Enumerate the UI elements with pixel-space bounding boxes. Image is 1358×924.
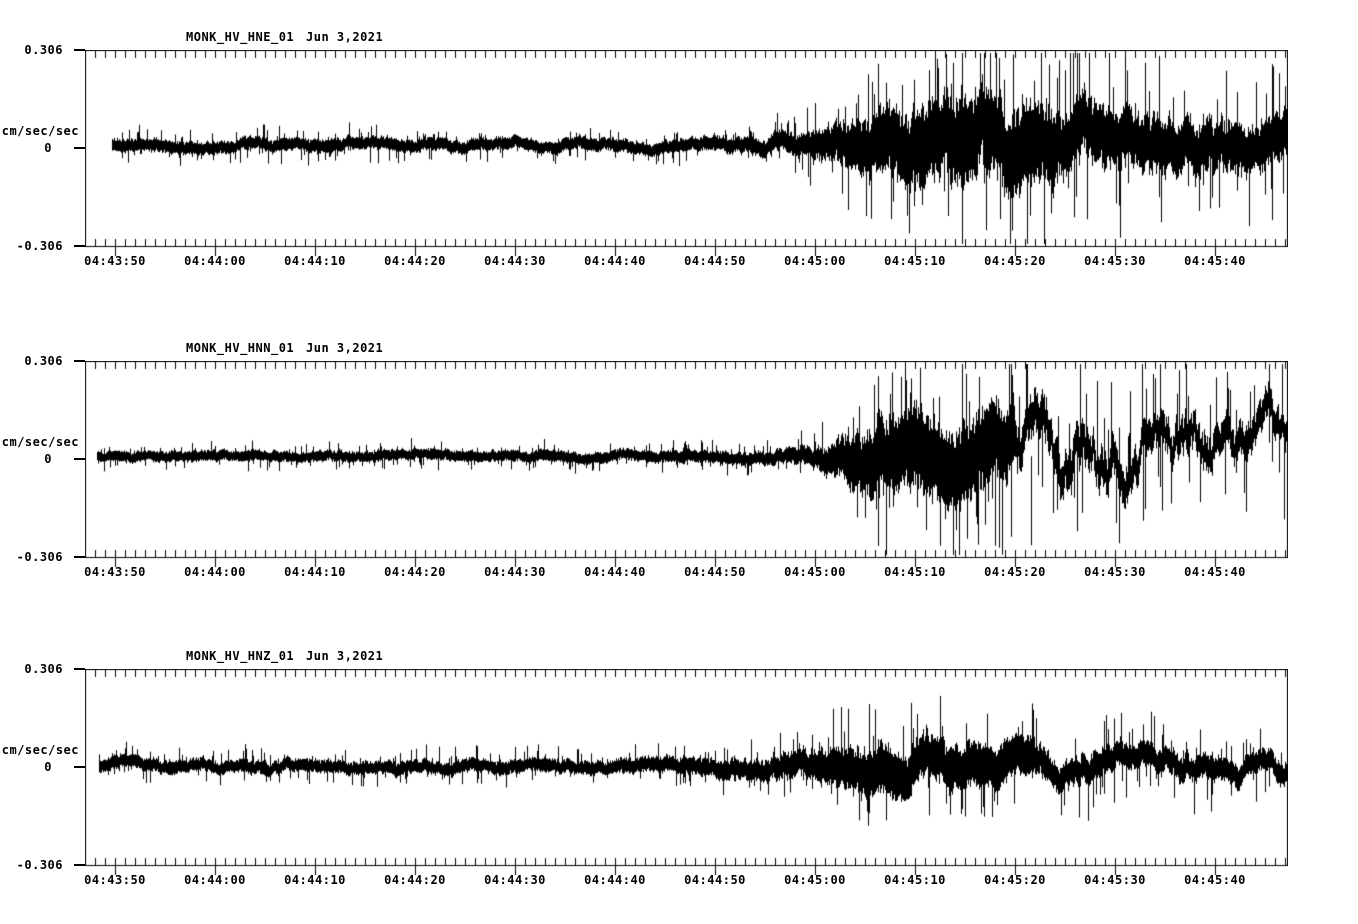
y-axis-tick [74,668,85,670]
y-axis-tick [74,245,85,247]
y-axis-zero-label: 0 [44,141,52,155]
x-tick-label: 04:44:10 [284,565,346,579]
y-axis-min-label: -0.306 [16,550,63,564]
x-tick-label: 04:44:50 [684,565,746,579]
x-tick-label: 04:44:30 [484,565,546,579]
x-tick-label: 04:45:40 [1184,254,1246,268]
x-tick-label: 04:45:20 [984,254,1046,268]
y-axis-zero-label: 0 [44,452,52,466]
y-axis-max-label: 0.306 [24,43,63,57]
x-tick-label: 04:45:10 [884,254,946,268]
x-tick-label: 04:45:30 [1084,873,1146,887]
waveform-canvas-hne [85,50,1288,259]
x-tick-label: 04:44:10 [284,254,346,268]
x-tick-label: 04:44:40 [584,565,646,579]
y-axis-tick [74,766,85,768]
x-tick-label: 04:44:40 [584,254,646,268]
x-tick-label: 04:45:20 [984,565,1046,579]
x-tick-label: 04:45:00 [784,565,846,579]
x-tick-label: 04:45:40 [1184,873,1246,887]
y-axis-tick [74,458,85,460]
seismogram-hne: MONK_HV_HNE_01 Jun 3,2021 0.306 cm/sec/s… [0,0,1358,300]
chart-title-station: MONK_HV_HNZ_01 [186,649,295,663]
x-tick-label: 04:44:00 [184,254,246,268]
x-tick-label: 04:45:20 [984,873,1046,887]
x-tick-label: 04:45:30 [1084,254,1146,268]
x-tick-label: 04:44:00 [184,873,246,887]
chart-title-date: Jun 3,2021 [306,341,384,355]
x-tick-label: 04:43:50 [84,873,146,887]
chart-title-date: Jun 3,2021 [306,30,384,44]
chart-title-station: MONK_HV_HNN_01 [186,341,295,355]
x-tick-label: 04:44:50 [684,254,746,268]
y-axis-tick [74,556,85,558]
y-axis-min-label: -0.306 [16,858,63,872]
x-tick-label: 04:44:20 [384,254,446,268]
chart-title-station: MONK_HV_HNE_01 [186,30,295,44]
y-axis-unit-label: cm/sec/sec [1,124,79,138]
x-tick-label: 04:43:50 [84,254,146,268]
x-tick-label: 04:44:30 [484,254,546,268]
y-axis-unit-label: cm/sec/sec [1,435,79,449]
waveform-canvas-hnz [85,669,1288,878]
x-tick-label: 04:44:40 [584,873,646,887]
chart-title-date: Jun 3,2021 [306,649,384,663]
x-axis-labels: 04:43:50 04:44:00 04:44:10 04:44:20 04:44:30… [0,619,1358,919]
x-tick-label: 04:45:30 [1084,565,1146,579]
x-axis-labels: 04:43:50 04:44:00 04:44:10 04:44:20 04:44:30… [0,0,1358,300]
x-tick-label: 04:45:00 [784,873,846,887]
x-tick-label: 04:45:00 [784,254,846,268]
x-tick-label: 04:45:40 [1184,565,1246,579]
x-tick-label: 04:44:50 [684,873,746,887]
x-tick-label: 04:45:10 [884,565,946,579]
x-tick-label: 04:44:20 [384,873,446,887]
y-axis-tick [74,49,85,51]
y-axis-max-label: 0.306 [24,354,63,368]
seismogram-hnz: MONK_HV_HNZ_01 Jun 3,2021 0.306 cm/sec/s… [0,619,1358,919]
waveform-canvas-hnn [85,361,1288,570]
x-tick-label: 04:44:10 [284,873,346,887]
y-axis-tick [74,147,85,149]
y-axis-max-label: 0.306 [24,662,63,676]
seismogram-hnn: MONK_HV_HNN_01 Jun 3,2021 0.306 cm/sec/s… [0,311,1358,611]
y-axis-unit-label: cm/sec/sec [1,743,79,757]
y-axis-min-label: -0.306 [16,239,63,253]
x-tick-label: 04:43:50 [84,565,146,579]
x-tick-label: 04:45:10 [884,873,946,887]
x-tick-label: 04:44:30 [484,873,546,887]
y-axis-tick [74,360,85,362]
x-axis-labels: 04:43:50 04:44:00 04:44:10 04:44:20 04:44:30… [0,311,1358,611]
x-tick-label: 04:44:20 [384,565,446,579]
y-axis-zero-label: 0 [44,760,52,774]
x-tick-label: 04:44:00 [184,565,246,579]
y-axis-tick [74,864,85,866]
